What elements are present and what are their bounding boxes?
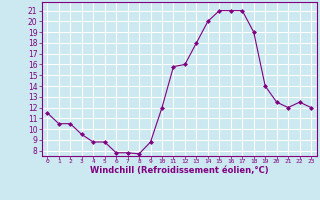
X-axis label: Windchill (Refroidissement éolien,°C): Windchill (Refroidissement éolien,°C) <box>90 166 268 175</box>
